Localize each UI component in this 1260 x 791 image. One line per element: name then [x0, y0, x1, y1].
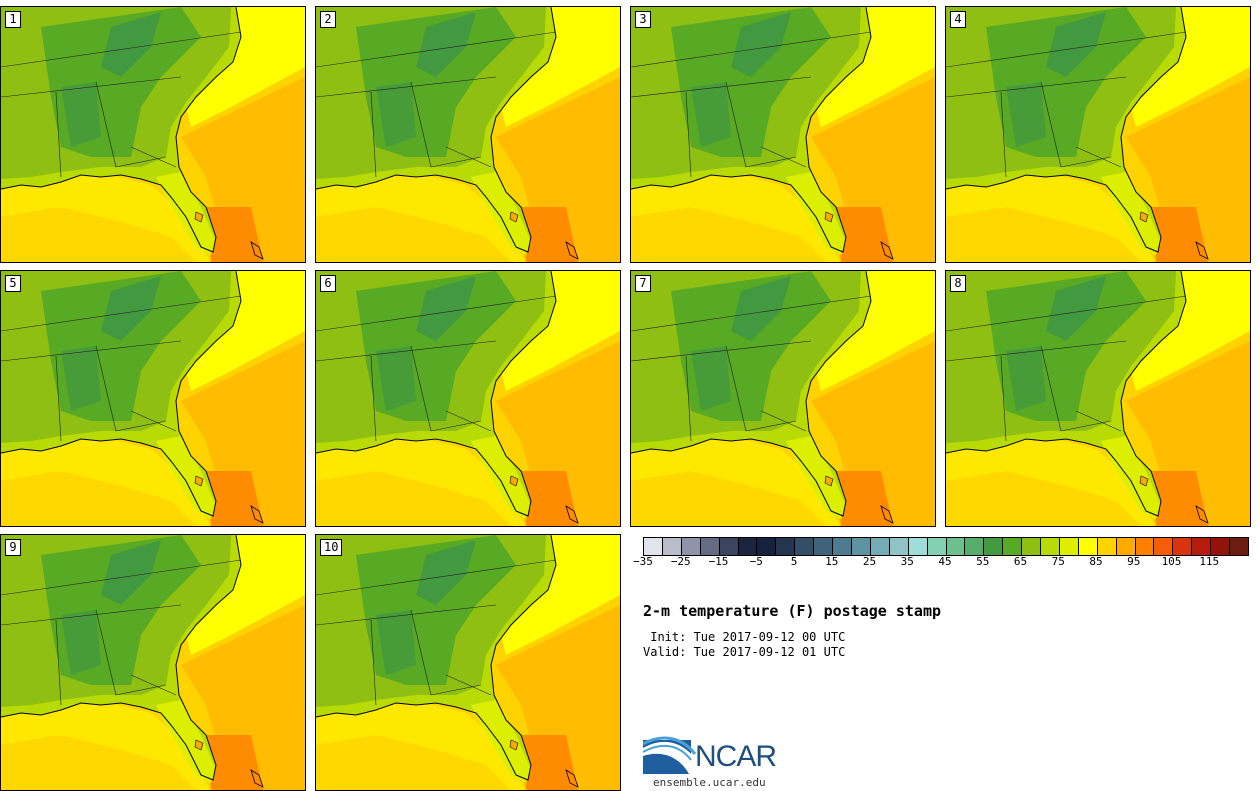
colorbar-swatch: [1230, 538, 1248, 555]
colorbar-swatch: [1154, 538, 1174, 555]
colorbar-swatch: [738, 538, 758, 555]
logo-url: ensemble.ucar.edu: [653, 776, 766, 789]
logo-text: NCAR: [695, 740, 777, 773]
temperature-map: [316, 271, 620, 526]
map-panel-2: 2: [315, 6, 621, 263]
temperature-map: [316, 7, 620, 262]
plot-title: 2-m temperature (F) postage stamp: [643, 602, 942, 620]
colorbar-swatch: [1041, 538, 1060, 555]
init-time: Init: Tue 2017-09-12 00 UTC: [643, 630, 846, 644]
map-panel-10: 10: [315, 534, 621, 791]
panel-number: 5: [5, 275, 21, 292]
colorbar-tick-label: 105: [1161, 555, 1182, 568]
map-panel-3: 3: [630, 6, 936, 263]
map-panel-4: 4: [945, 6, 1251, 263]
colorbar-swatch: [1116, 538, 1136, 555]
colorbar-swatch: [757, 538, 777, 555]
colorbar-swatch: [681, 538, 701, 555]
colorbar-tick-label: 95: [1127, 555, 1141, 568]
colorbar-tick-label: 55: [976, 555, 990, 568]
temperature-map: [316, 535, 620, 790]
panel-number: 10: [320, 539, 343, 556]
colorbar-swatch: [700, 538, 720, 555]
colorbar-swatch: [1078, 538, 1098, 555]
panel-number: 2: [320, 11, 336, 28]
colorbar-tick-label: −25: [670, 555, 691, 568]
panel-number: 1: [5, 11, 21, 28]
map-panel-8: 8: [945, 270, 1251, 527]
colorbar-swatch: [984, 538, 1004, 555]
panel-number: 9: [5, 539, 21, 556]
colorbar-tick-label: 15: [825, 555, 839, 568]
temperature-map: [1, 7, 305, 262]
temperature-map: [631, 271, 935, 526]
panel-number: 3: [635, 11, 651, 28]
map-panel-5: 5: [0, 270, 306, 527]
temperature-map: [1, 535, 305, 790]
colorbar-swatch: [644, 538, 663, 555]
colorbar-swatch: [1211, 538, 1231, 555]
colorbar-tick-label: 45: [938, 555, 952, 568]
valid-time: Valid: Tue 2017-09-12 01 UTC: [643, 645, 846, 659]
colorbar-tick-label: 35: [900, 555, 914, 568]
temperature-colorbar: [643, 537, 1249, 556]
panel-number: 7: [635, 275, 651, 292]
colorbar-swatch: [927, 538, 947, 555]
map-panel-7: 7: [630, 270, 936, 527]
colorbar-ticks: −35 −25 −15 −5 5 15 25 35 45 55 65 75 85 95 105 115: [633, 555, 1249, 575]
panel-number: 4: [950, 11, 966, 28]
panel-number: 8: [950, 275, 966, 292]
colorbar-swatch: [965, 538, 985, 555]
colorbar-tick-label: 115: [1199, 555, 1220, 568]
colorbar-swatch: [662, 538, 682, 555]
colorbar-swatch: [1192, 538, 1212, 555]
temperature-map: [946, 7, 1250, 262]
panel-number: 6: [320, 275, 336, 292]
colorbar-tick-label: 25: [862, 555, 877, 568]
colorbar-swatch: [870, 538, 890, 555]
colorbar-swatch: [1059, 538, 1079, 555]
map-panel-6: 6: [315, 270, 621, 527]
colorbar-tick-label: −5: [749, 555, 763, 568]
colorbar-swatch: [833, 538, 852, 555]
colorbar-swatch: [1003, 538, 1023, 555]
colorbar-swatch: [946, 538, 966, 555]
colorbar-swatch: [851, 538, 871, 555]
colorbar-tick-label: 65: [1013, 555, 1028, 568]
colorbar-swatch: [776, 538, 796, 555]
colorbar-swatch: [795, 538, 815, 555]
colorbar-tick-label: 5: [790, 555, 798, 568]
colorbar-tick-label: −15: [708, 555, 729, 568]
colorbar-swatch: [719, 538, 739, 555]
temperature-map: [631, 7, 935, 262]
colorbar-tick-label: 75: [1051, 555, 1065, 568]
colorbar-swatch: [1135, 538, 1155, 555]
colorbar-swatch: [814, 538, 834, 555]
map-panel-1: 1: [0, 6, 306, 263]
colorbar-tick-label: 85: [1089, 555, 1103, 568]
colorbar-swatch: [1097, 538, 1117, 555]
temperature-map: [946, 271, 1250, 526]
map-panel-9: 9: [0, 534, 306, 791]
colorbar-swatch: [889, 538, 909, 555]
ncar-logo-icon: [643, 736, 697, 774]
colorbar-swatch: [1022, 538, 1042, 555]
colorbar-swatch: [1173, 538, 1193, 555]
colorbar-swatch: [908, 538, 928, 555]
temperature-map: [1, 271, 305, 526]
colorbar-tick-label: −35: [633, 555, 653, 568]
